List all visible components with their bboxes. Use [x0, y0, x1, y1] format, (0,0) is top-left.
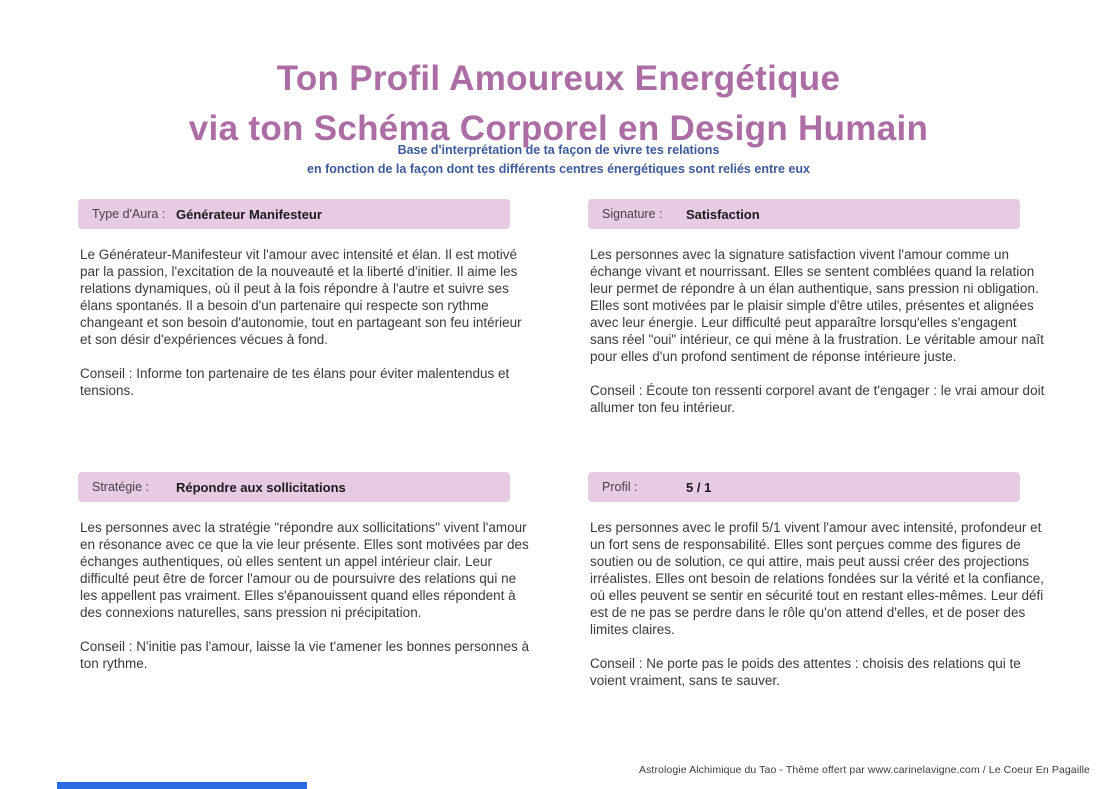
profil-conseil-text: Conseil : Ne porte pas le poids des atte… — [590, 656, 1021, 688]
aura-value: Générateur Manifesteur — [176, 206, 322, 222]
page-title-line2: via ton Schéma Corporel en Design Humain — [188, 109, 929, 149]
page-subtitle: Base d'interprétation de ta façon de viv… — [0, 141, 1117, 179]
signature-body-text: Les personnes avec la signature satisfac… — [590, 247, 1044, 364]
aura-label: Type d'Aura : — [92, 207, 166, 221]
page-subtitle-line1: Base d'interprétation de ta façon de viv… — [397, 143, 720, 157]
aura-card: Type d'Aura : Générateur Manifesteur Le … — [78, 199, 536, 399]
aura-conseil-text: Conseil : Informe ton partenaire de tes … — [80, 366, 510, 398]
aura-header-band: Type d'Aura : Générateur Manifesteur — [78, 199, 510, 229]
profil-label: Profil : — [602, 480, 638, 494]
page-title-line1: Ton Profil Amoureux Energétique — [276, 59, 841, 99]
profil-header-band: Profil : 5 / 1 — [588, 472, 1020, 502]
strategie-value: Répondre aux sollicitations — [176, 479, 346, 495]
strategie-body-text: Les personnes avec la stratégie "répondr… — [80, 520, 529, 620]
page-title: Ton Profil Amoureux Energétique via ton … — [0, 54, 1117, 154]
signature-card: Signature : Satisfaction Les personnes a… — [588, 199, 1046, 416]
profil-body-text: Les personnes avec le profil 5/1 vivent … — [590, 520, 1044, 637]
signature-header-band: Signature : Satisfaction — [588, 199, 1020, 229]
profil-value: 5 / 1 — [686, 479, 712, 495]
strategie-card: Stratégie : Répondre aux sollicitations … — [78, 472, 536, 672]
aura-body-text: Le Générateur-Manifesteur vit l'amour av… — [80, 247, 522, 347]
strategie-conseil-text: Conseil : N'initie pas l'amour, laisse l… — [80, 639, 529, 671]
signature-label: Signature : — [602, 207, 663, 221]
footer-credit: Astrologie Alchimique du Tao - Thème off… — [638, 764, 1090, 776]
page-subtitle-line2: en fonction de la façon dont tes différe… — [307, 162, 810, 176]
signature-conseil-text: Conseil : Écoute ton ressenti corporel a… — [590, 383, 1045, 415]
strategie-header-band: Stratégie : Répondre aux sollicitations — [78, 472, 510, 502]
strategie-label: Stratégie : — [92, 480, 149, 494]
signature-value: Satisfaction — [686, 206, 760, 222]
profil-card: Profil : 5 / 1 Les personnes avec le pro… — [588, 472, 1046, 689]
page-bottom-accent-bar — [57, 782, 307, 789]
